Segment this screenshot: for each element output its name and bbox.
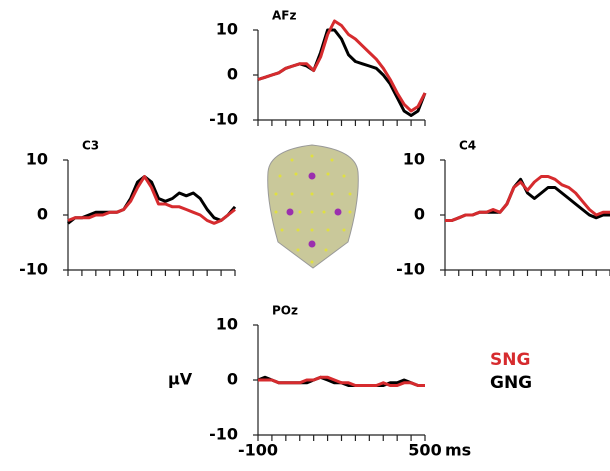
y-tick-label: 10 <box>403 150 425 169</box>
series-line <box>445 175 610 222</box>
scalp <box>267 144 359 269</box>
series-line <box>257 28 427 117</box>
electrodes <box>274 154 352 264</box>
y-axis-label: µV <box>168 370 193 389</box>
channel-label: POz <box>272 304 298 318</box>
y-tick-label: -10 <box>396 260 425 279</box>
y-tick-label: -10 <box>19 260 48 279</box>
channel-label: C4 <box>459 139 476 153</box>
series-line <box>258 375 425 387</box>
y-tick-label: 10 <box>216 315 238 334</box>
y-tick-label: 0 <box>227 370 238 389</box>
series-line <box>67 175 237 225</box>
y-tick-label: -10 <box>209 425 238 444</box>
legend-entry: GNG <box>490 373 532 393</box>
y-tick-label: 0 <box>414 205 425 224</box>
y-tick-label: 0 <box>227 65 238 84</box>
y-tick-label: 10 <box>26 150 48 169</box>
y-tick-label: -10 <box>209 110 238 129</box>
head-map <box>267 144 359 269</box>
y-tick-label: 10 <box>216 20 238 39</box>
x-tick-label: -100 <box>238 441 278 460</box>
channel-label: C3 <box>82 139 99 153</box>
legend-entry: SNG <box>490 350 530 370</box>
selected-electrodes <box>286 172 342 248</box>
series-line <box>67 175 236 225</box>
x-axis-label: ms <box>445 441 471 460</box>
y-tick-label: 0 <box>37 205 48 224</box>
series-line <box>257 19 427 113</box>
x-tick-label: 500 <box>408 441 441 460</box>
channel-label: AFz <box>272 9 296 23</box>
